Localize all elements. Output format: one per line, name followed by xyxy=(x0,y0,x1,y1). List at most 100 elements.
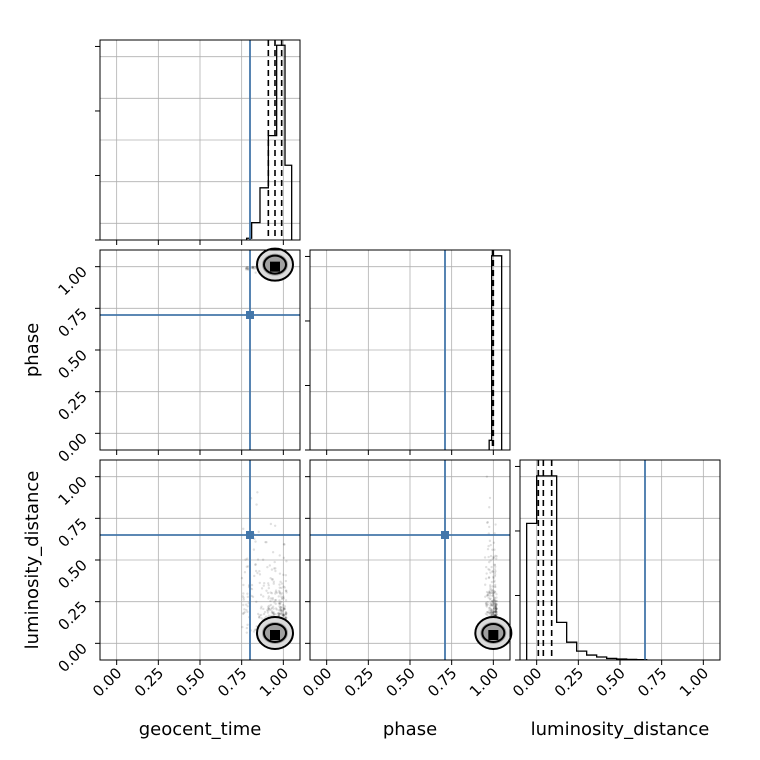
sample-point xyxy=(278,612,281,616)
sample-point xyxy=(495,612,498,616)
sample-point xyxy=(494,523,497,526)
sample-point xyxy=(492,591,495,595)
sample-point xyxy=(494,610,497,613)
y-axis-label-luminosity_distance: luminosity_distance xyxy=(22,471,43,650)
sample-point xyxy=(494,603,497,606)
sample-point xyxy=(493,614,497,617)
x-tick-label: 0.25 xyxy=(131,664,167,700)
sample-point xyxy=(262,584,265,587)
sample-point xyxy=(492,602,496,606)
sample-point xyxy=(277,595,280,598)
sample-point xyxy=(492,556,496,560)
x-axis-label-geocent_time: geocent_time xyxy=(139,719,262,740)
sample-point xyxy=(282,606,286,610)
sample-point xyxy=(283,608,286,611)
sample-point xyxy=(262,612,266,616)
sample-point xyxy=(492,576,495,580)
sample-point xyxy=(274,598,278,602)
sample-point xyxy=(282,595,285,598)
sample-point xyxy=(281,614,284,617)
sample-point xyxy=(270,578,274,581)
sample-point xyxy=(254,540,257,543)
sample-point xyxy=(269,608,273,611)
sample-point xyxy=(485,475,489,478)
sample-point xyxy=(484,602,488,605)
sample-point xyxy=(490,591,494,594)
sample-point xyxy=(282,614,285,617)
sample-point xyxy=(259,613,263,617)
sample-point xyxy=(271,596,274,600)
x-tick-label: 0.25 xyxy=(341,664,377,700)
sample-point xyxy=(242,583,245,587)
sample-point xyxy=(486,594,489,597)
sample-point xyxy=(251,266,255,269)
sample-point xyxy=(262,607,265,611)
sample-point xyxy=(284,611,287,614)
y-tick-label: 0.75 xyxy=(54,514,90,550)
sample-point xyxy=(261,558,265,561)
sample-point xyxy=(253,574,256,578)
sample-point xyxy=(281,596,284,600)
sample-point xyxy=(495,599,498,603)
panel-grid xyxy=(310,460,510,660)
sample-point xyxy=(494,591,497,594)
sample-point xyxy=(257,530,260,534)
sample-point xyxy=(282,613,285,616)
sample-point xyxy=(254,271,257,274)
sample-point xyxy=(245,608,248,612)
sample-point xyxy=(269,522,273,526)
sample-point xyxy=(274,569,277,573)
sample-point xyxy=(493,585,497,588)
sample-point xyxy=(246,592,249,595)
sample-point xyxy=(495,596,498,599)
sample-point xyxy=(487,567,490,571)
contour-inner xyxy=(263,623,287,643)
sample-point xyxy=(277,612,281,615)
sample-point xyxy=(243,608,246,611)
sample-point xyxy=(259,607,263,610)
sample-point xyxy=(246,267,249,271)
sample-point xyxy=(267,586,271,590)
sample-point xyxy=(246,565,250,568)
contour-outer xyxy=(256,247,294,282)
sample-point xyxy=(490,614,493,617)
sample-point xyxy=(280,592,284,595)
sample-point xyxy=(260,617,263,620)
sample-point xyxy=(278,591,282,594)
sample-point xyxy=(495,557,498,560)
sample-point xyxy=(263,581,266,585)
sample-point xyxy=(267,584,270,587)
sample-point xyxy=(245,631,249,634)
sample-point xyxy=(269,599,272,603)
sample-point xyxy=(493,607,496,610)
y-tick-label: 0.50 xyxy=(54,556,90,592)
sample-point xyxy=(495,608,498,611)
sample-point xyxy=(486,592,490,595)
sample-point xyxy=(489,587,492,591)
sample-point xyxy=(283,613,286,616)
sample-point xyxy=(490,608,493,611)
sample-point xyxy=(493,574,497,578)
sample-point xyxy=(253,628,257,632)
sample-point xyxy=(283,605,287,608)
sample-point xyxy=(484,577,488,580)
sample-point xyxy=(490,589,494,593)
sample-point xyxy=(492,610,495,613)
sample-point xyxy=(284,579,288,583)
sample-point xyxy=(495,607,498,610)
sample-point xyxy=(488,611,491,615)
sample-point xyxy=(264,540,267,544)
sample-point xyxy=(255,600,258,604)
sample-point xyxy=(275,608,279,611)
sample-point xyxy=(279,608,283,611)
sample-point xyxy=(285,560,288,563)
sample-point xyxy=(282,607,286,611)
sample-point xyxy=(259,593,263,597)
sample-point xyxy=(258,569,261,573)
sample-point xyxy=(489,610,493,613)
sample-point xyxy=(491,594,495,597)
sample-point xyxy=(274,592,277,595)
sample-point xyxy=(492,575,495,579)
sample-point xyxy=(488,506,491,509)
